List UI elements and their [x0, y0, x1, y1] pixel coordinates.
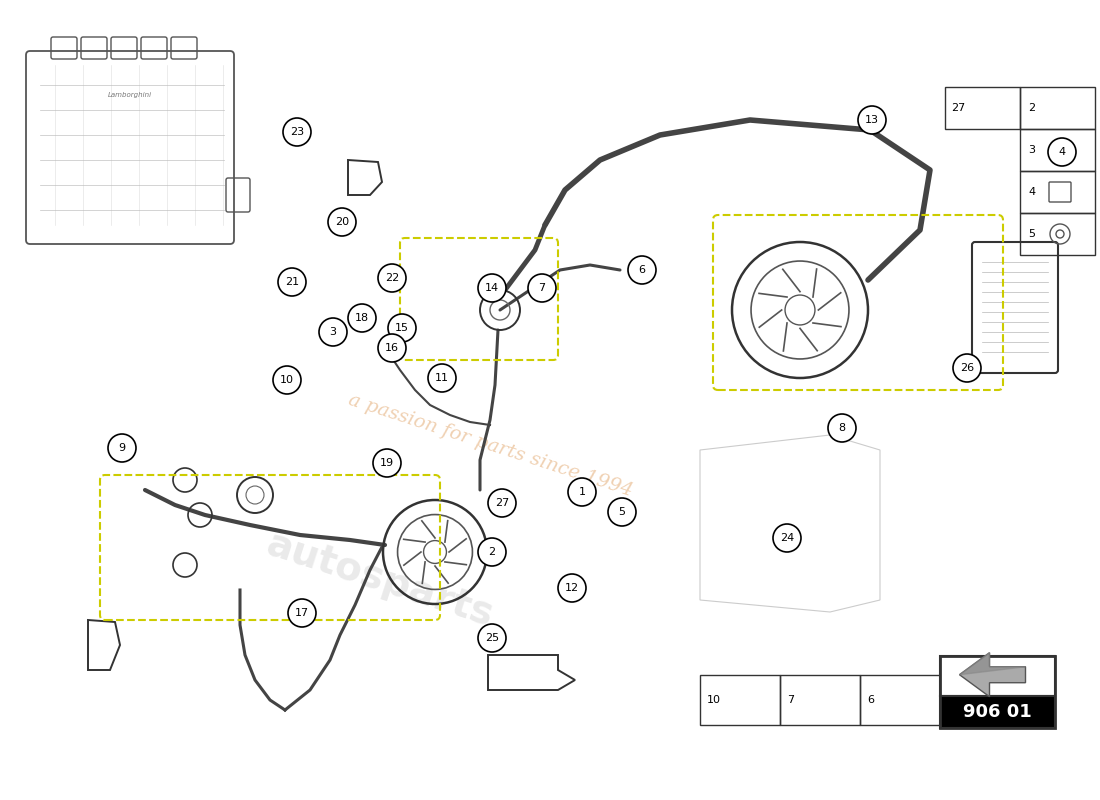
Circle shape: [288, 599, 316, 627]
Circle shape: [388, 314, 416, 342]
Circle shape: [328, 208, 356, 236]
Text: 5: 5: [1028, 229, 1035, 239]
Circle shape: [273, 366, 301, 394]
Circle shape: [558, 574, 586, 602]
Circle shape: [953, 354, 981, 382]
Text: a passion for parts since 1994: a passion for parts since 1994: [345, 390, 635, 499]
Text: 9: 9: [119, 443, 125, 453]
Circle shape: [568, 478, 596, 506]
Circle shape: [488, 489, 516, 517]
Text: 27: 27: [495, 498, 509, 508]
Text: 27: 27: [952, 103, 966, 113]
Bar: [860, 675, 940, 725]
Bar: [1020, 87, 1094, 129]
Text: 25: 25: [485, 633, 499, 643]
Text: 23: 23: [290, 127, 304, 137]
Text: 6: 6: [867, 695, 875, 705]
Text: 4: 4: [1058, 147, 1066, 157]
Circle shape: [283, 118, 311, 146]
Circle shape: [108, 434, 136, 462]
Circle shape: [828, 414, 856, 442]
Text: autosparts: autosparts: [262, 526, 498, 634]
Polygon shape: [959, 653, 1025, 697]
Text: 22: 22: [385, 273, 399, 283]
Text: 26: 26: [960, 363, 975, 373]
Circle shape: [319, 318, 346, 346]
Bar: [1020, 213, 1094, 255]
Text: 1: 1: [579, 487, 585, 497]
Text: 19: 19: [379, 458, 394, 468]
Text: 16: 16: [385, 343, 399, 353]
Text: 2: 2: [488, 547, 496, 557]
Polygon shape: [959, 653, 1025, 674]
Circle shape: [428, 364, 456, 392]
Text: 17: 17: [295, 608, 309, 618]
Text: 8: 8: [838, 423, 846, 433]
Bar: [1020, 129, 1094, 171]
Circle shape: [773, 524, 801, 552]
Text: 14: 14: [485, 283, 499, 293]
Circle shape: [278, 268, 306, 296]
Text: 21: 21: [285, 277, 299, 287]
Text: 11: 11: [434, 373, 449, 383]
Bar: [940, 656, 1055, 728]
Bar: [945, 87, 1020, 129]
Text: 2: 2: [1028, 103, 1035, 113]
Text: 15: 15: [395, 323, 409, 333]
Text: 3: 3: [330, 327, 337, 337]
Circle shape: [858, 106, 886, 134]
Text: 7: 7: [786, 695, 794, 705]
Text: 13: 13: [865, 115, 879, 125]
Text: 7: 7: [538, 283, 546, 293]
Text: 906 01: 906 01: [964, 703, 1032, 721]
Circle shape: [348, 304, 376, 332]
Text: 24: 24: [780, 533, 794, 543]
Text: 4: 4: [1028, 187, 1035, 197]
Circle shape: [378, 334, 406, 362]
Text: 5: 5: [618, 507, 626, 517]
Circle shape: [378, 264, 406, 292]
Text: 20: 20: [334, 217, 349, 227]
Circle shape: [1048, 138, 1076, 166]
Bar: [940, 656, 1055, 695]
Text: 3: 3: [1028, 145, 1035, 155]
Circle shape: [478, 624, 506, 652]
Bar: [700, 675, 780, 725]
Text: Lamborghini: Lamborghini: [108, 92, 152, 98]
Text: 10: 10: [280, 375, 294, 385]
Bar: [940, 695, 1055, 728]
Circle shape: [478, 274, 506, 302]
Circle shape: [478, 538, 506, 566]
Text: 12: 12: [565, 583, 579, 593]
Bar: [1020, 171, 1094, 213]
Circle shape: [528, 274, 556, 302]
Circle shape: [373, 449, 402, 477]
Circle shape: [608, 498, 636, 526]
Text: 6: 6: [638, 265, 646, 275]
Bar: [780, 675, 860, 725]
Text: 18: 18: [355, 313, 370, 323]
Circle shape: [628, 256, 656, 284]
Text: 10: 10: [707, 695, 721, 705]
